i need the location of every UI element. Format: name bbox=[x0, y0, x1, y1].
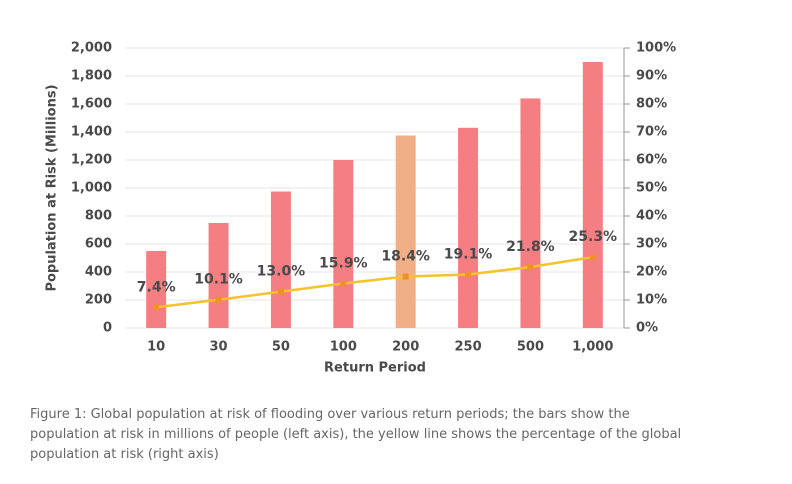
marker bbox=[465, 271, 472, 278]
x-axis-label: Return Period bbox=[324, 361, 426, 376]
marker bbox=[277, 288, 284, 295]
bar bbox=[208, 223, 229, 328]
chart: Population at Risk (Millions) Return Per… bbox=[45, 41, 677, 376]
x-tick-label: 50 bbox=[272, 340, 290, 355]
x-tick-label: 200 bbox=[392, 340, 419, 355]
y-tick-label: 2,000 bbox=[71, 41, 112, 56]
x-tick-label: 1,000 bbox=[572, 340, 613, 355]
marker bbox=[153, 304, 160, 311]
data-label: 18.4% bbox=[381, 248, 430, 264]
y-tick-label: 1,800 bbox=[71, 69, 112, 84]
y2-tick-label: 20% bbox=[636, 265, 667, 280]
bar bbox=[520, 98, 541, 329]
y2-tick-label: 60% bbox=[636, 153, 667, 168]
bar bbox=[582, 62, 603, 328]
x-tick-label: 10 bbox=[147, 340, 165, 355]
bar bbox=[146, 251, 167, 328]
y2-tick-label: 10% bbox=[636, 293, 667, 308]
bar bbox=[458, 127, 479, 328]
y2-tick-label: 80% bbox=[636, 97, 667, 112]
y2-tick-label: 50% bbox=[636, 181, 667, 196]
data-label: 19.1% bbox=[444, 247, 493, 263]
marker bbox=[215, 296, 222, 303]
y-tick-label: 0 bbox=[103, 321, 112, 336]
x-tick-label: 250 bbox=[454, 340, 481, 355]
y2-tick-label: 90% bbox=[636, 69, 667, 84]
line bbox=[156, 255, 594, 309]
data-label: 15.9% bbox=[319, 255, 368, 271]
data-label: 7.4% bbox=[137, 279, 176, 295]
bar bbox=[395, 135, 416, 328]
y-tick-label: 200 bbox=[85, 293, 112, 308]
y-tick-label: 800 bbox=[85, 209, 112, 224]
y-tick-label: 400 bbox=[85, 265, 112, 280]
y-tick-label: 1,200 bbox=[71, 153, 112, 168]
y2-tick-label: 100% bbox=[636, 41, 676, 56]
y2-tick-label: 70% bbox=[636, 125, 667, 140]
y-tick-label: 1,000 bbox=[71, 181, 112, 196]
marker bbox=[402, 273, 409, 280]
y-tick-label: 1,600 bbox=[71, 97, 112, 112]
data-label: 10.1% bbox=[194, 272, 243, 288]
y2-tick-label: 30% bbox=[636, 237, 667, 252]
y-tick-label: 1,400 bbox=[71, 125, 112, 140]
data-label: 13.0% bbox=[257, 264, 306, 280]
data-label: 21.8% bbox=[506, 239, 555, 255]
bar bbox=[270, 191, 291, 328]
bar bbox=[333, 160, 354, 328]
marker bbox=[527, 263, 534, 270]
x-tick-label: 100 bbox=[330, 340, 357, 355]
x-tick-label: 30 bbox=[210, 340, 228, 355]
y2-tick-label: 40% bbox=[636, 209, 667, 224]
marker bbox=[340, 280, 347, 287]
x-tick-label: 500 bbox=[517, 340, 544, 355]
y2-tick-label: 0% bbox=[636, 321, 658, 336]
caption: Figure 1: Global population at risk of f… bbox=[30, 407, 682, 462]
data-label: 25.3% bbox=[569, 229, 618, 245]
marker bbox=[589, 254, 596, 261]
y-tick-label: 600 bbox=[85, 237, 112, 252]
y-axis-label: Population at Risk (Millions) bbox=[45, 84, 60, 291]
